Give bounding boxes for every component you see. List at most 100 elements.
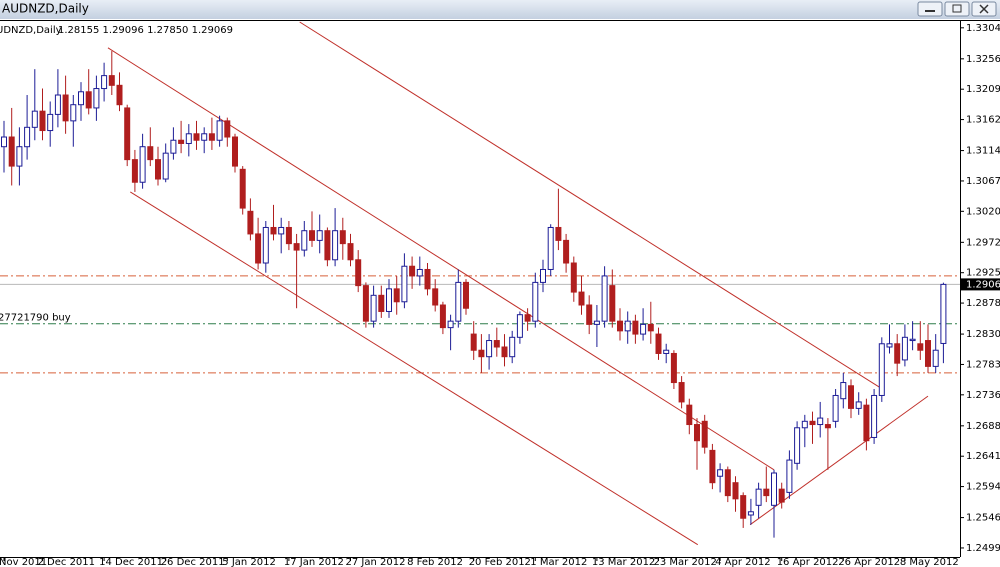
candle-body xyxy=(439,304,446,329)
candle-body xyxy=(609,285,616,322)
x-tick-label: 27 Jan 2012 xyxy=(346,557,406,567)
candle-body xyxy=(478,349,485,358)
candle-body xyxy=(409,265,416,277)
candle-body xyxy=(332,230,339,261)
minimize-button[interactable] xyxy=(917,1,943,17)
candle-body xyxy=(848,385,854,409)
candle-body xyxy=(285,226,292,245)
candle-body xyxy=(139,146,146,183)
candle-body xyxy=(763,488,770,497)
candle-body xyxy=(116,84,123,106)
candle-body xyxy=(378,294,385,312)
candle-body xyxy=(416,268,423,277)
restore-button[interactable] xyxy=(944,1,970,17)
current-price-label: 1.29069 xyxy=(966,279,1000,290)
candle-body xyxy=(347,243,354,261)
trendline xyxy=(107,47,775,471)
candle-body xyxy=(501,346,508,358)
candle-body xyxy=(640,323,647,335)
candle-body xyxy=(601,275,608,322)
candle-body xyxy=(324,230,331,261)
candle-body xyxy=(570,262,577,293)
y-tick-label: 1.33040 xyxy=(966,23,1000,34)
level-label: 27721790 buy xyxy=(0,313,71,324)
candle-body xyxy=(147,146,154,161)
candle-body xyxy=(401,265,408,303)
y-tick-label: 1.32560 xyxy=(966,54,1000,65)
window-buttons xyxy=(917,1,997,17)
candle-body xyxy=(917,343,924,351)
candle-body xyxy=(724,469,731,497)
candle-body xyxy=(747,511,754,516)
y-tick-label: 1.25940 xyxy=(966,482,1000,493)
trendline xyxy=(749,395,929,526)
candle-body xyxy=(293,243,300,251)
candle-body xyxy=(16,146,23,167)
candle-body xyxy=(555,226,562,241)
candle-body xyxy=(901,336,908,361)
x-tick-label: 5 Jan 2012 xyxy=(222,557,276,567)
candle-body xyxy=(732,482,739,500)
close-icon xyxy=(979,4,989,14)
y-tick-label: 1.31140 xyxy=(966,146,1000,157)
window-title: AUDNZD,Daily xyxy=(2,2,89,16)
candle-body xyxy=(185,133,192,144)
candle-body xyxy=(262,226,269,264)
candle-body xyxy=(255,233,262,264)
restore-icon xyxy=(952,4,962,13)
candle-body xyxy=(1,136,7,148)
candle-body xyxy=(216,120,223,141)
y-tick-label: 1.28300 xyxy=(966,329,1000,340)
y-tick-label: 1.26880 xyxy=(966,421,1000,432)
candle-body xyxy=(670,352,677,384)
candle-body xyxy=(817,417,824,426)
candle-body xyxy=(801,420,808,429)
trendline xyxy=(130,191,699,546)
candle-body xyxy=(39,110,46,132)
candle-body xyxy=(93,88,100,109)
candle-body xyxy=(424,268,431,290)
candle-body xyxy=(316,230,323,241)
current-price-box xyxy=(961,278,1000,291)
candle-body xyxy=(8,136,15,167)
candle-body xyxy=(124,107,131,161)
title-bar xyxy=(0,0,1000,19)
x-tick-label: Nov 2011 xyxy=(0,557,47,567)
x-tick-label: 23 Mar 2012 xyxy=(654,557,717,567)
candle-body xyxy=(362,285,369,322)
candle-body xyxy=(393,288,400,303)
candle-body xyxy=(586,304,593,325)
candle-body xyxy=(701,420,708,448)
x-tick-label: 14 Dec 2011 xyxy=(99,557,163,567)
candle-body xyxy=(509,336,516,358)
chart-area xyxy=(0,20,1000,567)
candle-body xyxy=(301,230,308,251)
candle-body xyxy=(108,75,115,86)
candle-body xyxy=(740,495,747,519)
candle-body xyxy=(755,488,762,506)
symbol-label: UDNZD,Daily xyxy=(0,25,62,36)
candle-body xyxy=(578,291,585,306)
y-tick-label: 1.27830 xyxy=(966,359,1000,370)
candle-body xyxy=(663,349,670,354)
candle-body xyxy=(824,424,831,429)
y-tick-label: 1.26410 xyxy=(966,451,1000,462)
candle-body xyxy=(593,320,600,325)
candle-body xyxy=(855,401,862,409)
candle-body xyxy=(886,343,893,348)
candle-body xyxy=(547,226,554,270)
candle-body xyxy=(309,230,315,241)
candle-body xyxy=(70,104,77,122)
candle-body xyxy=(786,459,793,493)
candle-body xyxy=(909,338,916,342)
candle-body xyxy=(709,449,716,484)
x-tick-label: 26 Dec 2011 xyxy=(161,557,225,567)
x-tick-label: 1 Mar 2012 xyxy=(530,557,587,567)
y-tick-label: 1.29720 xyxy=(966,237,1000,248)
candle-body xyxy=(486,340,493,358)
candle-body xyxy=(809,420,816,426)
candle-body xyxy=(617,320,623,332)
candle-body xyxy=(270,226,277,235)
candle-body xyxy=(162,152,169,180)
